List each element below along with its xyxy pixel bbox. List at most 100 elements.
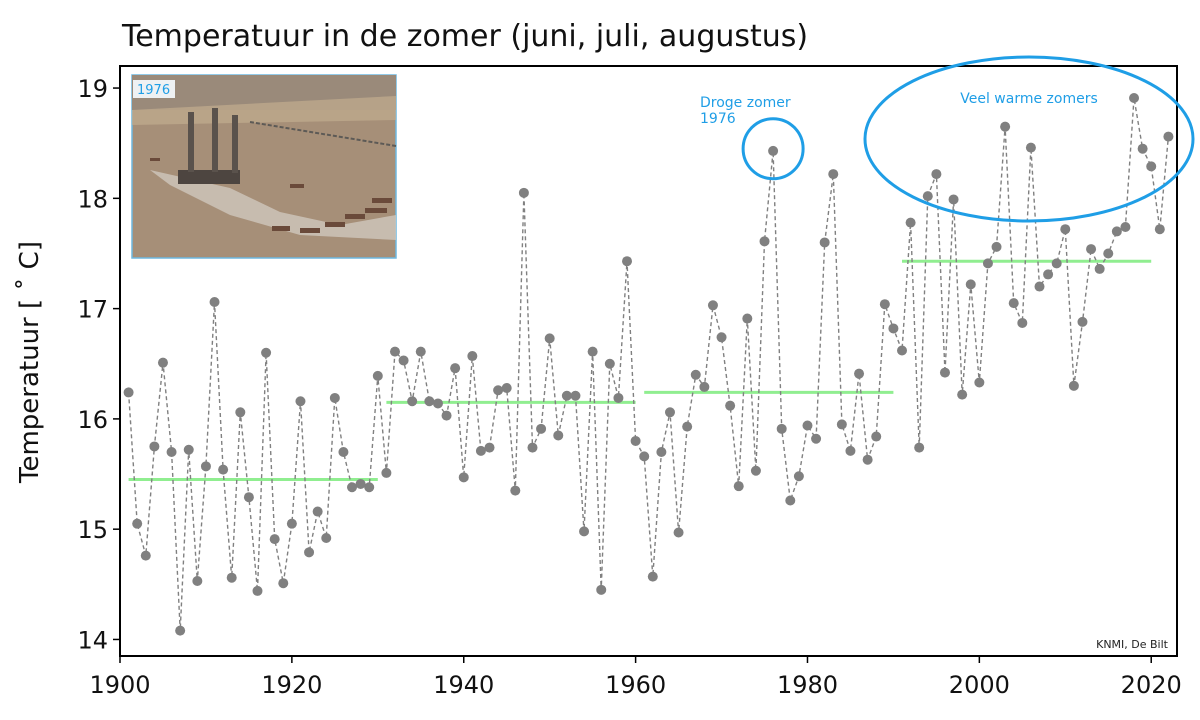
x-tick-label: 2000 <box>949 671 1010 699</box>
data-point <box>364 482 375 493</box>
data-point <box>450 363 461 374</box>
data-point <box>510 485 521 496</box>
data-point <box>321 533 332 543</box>
data-point <box>1094 263 1105 274</box>
data-point <box>742 313 753 324</box>
data-point <box>157 357 168 368</box>
data-point <box>905 217 916 228</box>
data-point <box>570 390 581 401</box>
inset-photo: 1976 <box>131 74 397 259</box>
data-point <box>166 446 177 457</box>
credit-text: KNMI, De Bilt <box>1096 638 1169 651</box>
data-point <box>1017 317 1028 328</box>
data-point <box>312 506 323 517</box>
data-point <box>561 390 572 401</box>
data-point <box>149 441 160 452</box>
data-point <box>243 492 254 503</box>
inset-label: 1976 <box>137 83 170 98</box>
data-point <box>939 367 950 378</box>
data-point <box>544 333 555 344</box>
y-axis-label: Temperatuur [ ˚ C] <box>15 241 45 484</box>
data-point <box>914 442 925 453</box>
data-point <box>579 526 590 537</box>
data-point <box>991 241 1002 252</box>
data-point <box>192 576 203 587</box>
data-point <box>415 346 426 357</box>
data-point <box>458 472 469 483</box>
y-tick-label: 19 <box>77 75 108 103</box>
data-point <box>226 572 237 583</box>
data-point <box>664 407 675 418</box>
data-point <box>587 346 598 357</box>
data-point <box>1025 142 1036 153</box>
data-point <box>1008 298 1019 309</box>
data-point <box>475 445 486 456</box>
x-tick-label: 1940 <box>433 671 494 699</box>
data-point <box>1111 226 1122 237</box>
data-point <box>862 454 873 465</box>
data-point <box>200 461 211 472</box>
data-point <box>304 547 315 558</box>
x-tick-label: 1980 <box>777 671 838 699</box>
y-tick-label: 16 <box>77 406 108 434</box>
data-point <box>329 392 340 403</box>
data-point <box>1051 258 1062 269</box>
data-point <box>1129 92 1140 103</box>
data-point <box>252 585 263 596</box>
data-point <box>261 347 272 358</box>
data-point <box>441 410 452 421</box>
data-point <box>811 433 822 444</box>
data-point <box>639 451 650 462</box>
annotation-text-1976: Droge zomer <box>700 95 791 111</box>
data-point <box>879 299 890 310</box>
x-tick-label: 1900 <box>89 671 150 699</box>
data-point <box>1103 248 1114 259</box>
data-point <box>733 481 744 492</box>
y-tick-label: 17 <box>77 296 108 324</box>
data-point <box>183 444 194 455</box>
data-point <box>802 420 813 431</box>
data-point <box>682 421 693 432</box>
data-point <box>699 381 710 392</box>
data-point <box>982 258 993 269</box>
data-point <box>974 377 985 388</box>
data-point <box>759 236 770 247</box>
data-point <box>707 300 718 311</box>
data-point <box>175 625 186 636</box>
data-point <box>647 571 658 582</box>
data-point <box>897 345 908 356</box>
annotation-text-warm: Veel warme zomers <box>960 91 1098 107</box>
data-point <box>690 369 701 380</box>
data-point <box>140 550 151 561</box>
data-point <box>673 527 684 538</box>
data-point <box>725 400 736 411</box>
data-point <box>1137 143 1148 154</box>
data-point <box>957 389 968 400</box>
data-point <box>1068 380 1079 391</box>
y-tick-label: 14 <box>77 626 108 654</box>
data-point <box>613 392 624 403</box>
data-point <box>871 431 882 442</box>
data-point <box>407 396 418 407</box>
data-point <box>1163 131 1174 142</box>
data-point <box>1120 222 1131 233</box>
data-point <box>123 387 134 398</box>
chart-title: Temperatuur in de zomer (juni, juli, aug… <box>121 19 808 54</box>
data-point <box>295 396 306 407</box>
data-point <box>630 435 641 446</box>
plot-frame <box>119 65 1178 657</box>
data-point <box>1077 316 1088 327</box>
data-point <box>828 169 839 180</box>
data-point <box>931 169 942 180</box>
data-point <box>785 495 796 506</box>
x-tick-label: 1960 <box>605 671 666 699</box>
data-point <box>716 332 727 343</box>
data-point <box>836 419 847 430</box>
data-point <box>218 464 229 475</box>
data-point <box>1154 224 1165 235</box>
data-point <box>656 446 667 457</box>
data-point <box>484 442 495 453</box>
data-point <box>922 191 933 202</box>
data-point <box>132 518 143 529</box>
